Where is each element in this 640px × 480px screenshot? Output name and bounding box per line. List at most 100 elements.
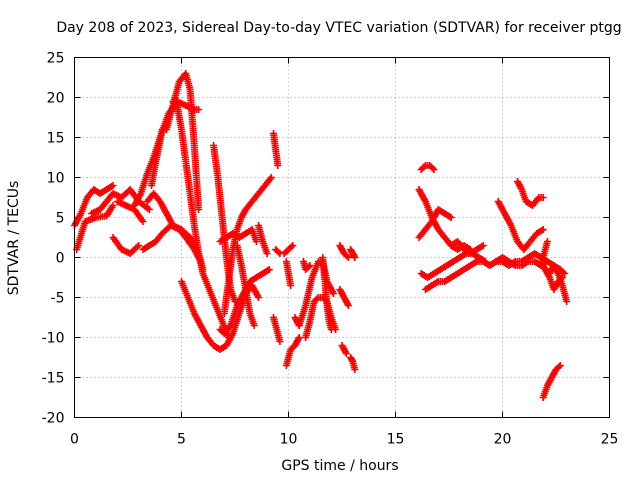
tick-labels: 0 5 10 15 20 25 -20 -15 -10 -5 0 5 10 15 20 25 xyxy=(42,51,619,448)
data-point xyxy=(295,334,303,341)
data-point xyxy=(351,254,359,261)
series-arc-34 xyxy=(347,354,359,373)
series-arc-30 xyxy=(336,286,352,309)
data-point xyxy=(144,204,152,212)
series-arc-38 xyxy=(415,206,455,241)
series-arc-20 xyxy=(270,314,284,345)
data-point xyxy=(343,252,351,260)
data-point xyxy=(255,294,263,301)
y-axis-title: SDTVAR / TECUs xyxy=(6,181,22,296)
series-arc-22 xyxy=(280,242,297,257)
data-point xyxy=(267,174,275,181)
data-point xyxy=(558,274,566,281)
data-point xyxy=(543,238,551,245)
series-arc-41 xyxy=(494,198,547,253)
data-point xyxy=(429,164,437,172)
data-point xyxy=(539,194,547,201)
y-tick-label: 20 xyxy=(47,91,65,107)
y-tick-label: -5 xyxy=(51,291,65,307)
y-tick-label: -10 xyxy=(42,331,65,347)
data-point xyxy=(109,202,117,209)
series-arc-13 xyxy=(210,142,239,305)
data-point xyxy=(342,350,350,357)
data-point xyxy=(556,362,564,369)
data-point xyxy=(275,248,283,256)
y-tick-label: -20 xyxy=(42,411,65,427)
data-point xyxy=(447,214,455,221)
series-arc-35 xyxy=(417,162,438,173)
series-arc-40 xyxy=(447,238,487,257)
data-points xyxy=(71,70,571,401)
series-arc-43 xyxy=(513,178,547,209)
data-point xyxy=(555,363,563,371)
data-point xyxy=(263,250,271,257)
x-tick-label: 0 xyxy=(70,432,79,448)
data-point xyxy=(561,270,569,277)
data-point xyxy=(139,218,147,225)
data-point xyxy=(313,295,321,303)
data-point xyxy=(195,206,203,213)
series-arc-4 xyxy=(109,234,143,257)
x-tick-label: 15 xyxy=(387,432,405,448)
series-arc-23 xyxy=(282,258,295,289)
y-tick-label: 15 xyxy=(47,131,65,147)
data-point xyxy=(344,302,352,309)
data-point xyxy=(329,290,337,297)
plot-frame xyxy=(74,57,610,418)
ticks xyxy=(74,57,610,418)
data-point xyxy=(351,366,359,373)
grid xyxy=(74,57,610,418)
data-point xyxy=(265,266,273,273)
y-tick-label: 5 xyxy=(56,211,65,227)
data-point xyxy=(252,238,260,245)
series-arc-32 xyxy=(338,342,350,357)
series-arc-18 xyxy=(255,222,271,257)
data-point xyxy=(420,163,428,171)
series-arc-3 xyxy=(88,186,153,217)
series-arc-36 xyxy=(415,186,474,253)
x-tick-label: 10 xyxy=(280,432,298,448)
data-point xyxy=(430,166,438,173)
data-point xyxy=(563,298,571,305)
data-point xyxy=(287,243,295,251)
y-tick-label: 0 xyxy=(56,251,65,267)
series-arc-45 xyxy=(541,266,566,293)
data-point xyxy=(344,254,352,261)
data-point xyxy=(306,262,314,269)
data-point xyxy=(274,162,282,169)
data-point xyxy=(539,226,547,233)
data-point xyxy=(289,242,297,249)
x-tick-label: 25 xyxy=(601,432,619,448)
x-tick-label: 5 xyxy=(177,432,186,448)
y-tick-label: 10 xyxy=(47,171,65,187)
data-point xyxy=(276,338,284,345)
series-arc-46 xyxy=(539,362,564,401)
series-arc-27 xyxy=(299,258,314,273)
data-point xyxy=(250,322,258,329)
data-point xyxy=(327,326,335,333)
series-arc-29 xyxy=(319,254,335,333)
series-arc-19 xyxy=(270,130,282,169)
data-point xyxy=(195,106,203,113)
data-point xyxy=(145,206,153,213)
series-arc-16 xyxy=(220,174,275,317)
x-tick-label: 20 xyxy=(494,432,512,448)
series-arc-31 xyxy=(336,242,352,261)
data-point xyxy=(135,242,143,249)
chart-title: Day 208 of 2023, Sidereal Day-to-day VTE… xyxy=(56,20,621,36)
data-point xyxy=(109,182,117,189)
y-tick-label: 25 xyxy=(47,51,65,67)
series-arc-21 xyxy=(272,246,284,257)
y-tick-label: -15 xyxy=(42,371,65,387)
data-point xyxy=(304,263,312,271)
data-point xyxy=(479,242,487,249)
series-arc-11 xyxy=(169,98,233,341)
series-arc-17 xyxy=(233,242,258,329)
data-point xyxy=(287,282,295,289)
series-arc-2 xyxy=(73,202,117,253)
x-axis-title: GPS time / hours xyxy=(281,458,398,474)
series-arc-24 xyxy=(282,334,303,369)
series-arc-33 xyxy=(347,246,359,261)
